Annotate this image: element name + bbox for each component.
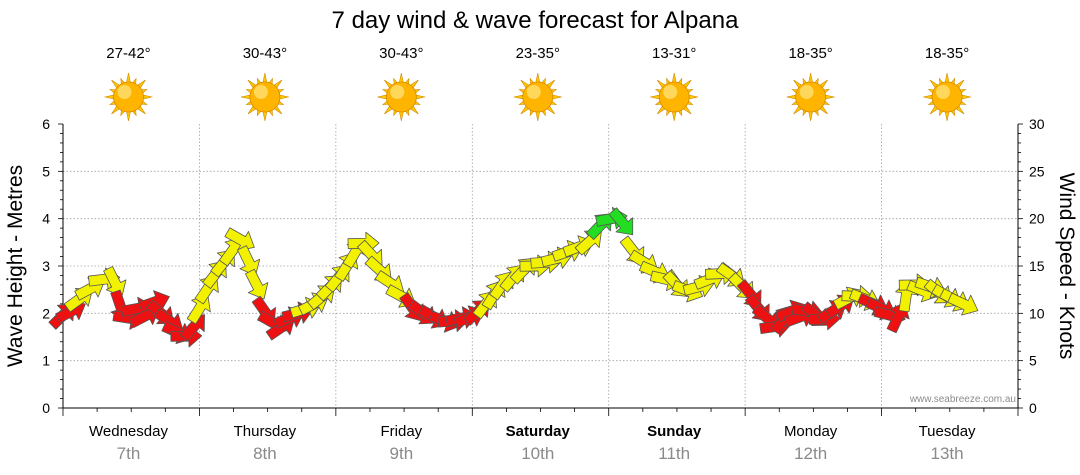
left-tick-label: 3: [42, 258, 50, 274]
watermark: www.seabreeze.com.au: [909, 394, 1016, 405]
day-name-label: Friday: [380, 423, 422, 440]
left-tick-label: 1: [42, 353, 50, 369]
temperature-label: 30-43°: [243, 45, 287, 62]
temperature-label: 18-35°: [925, 45, 969, 62]
right-tick-label: 0: [1029, 400, 1037, 416]
chart-title: 7 day wind & wave forecast for Alpana: [332, 7, 740, 34]
day-date-label: 12th: [794, 444, 827, 463]
sun-highlight: [526, 85, 541, 99]
sun-icon: [650, 72, 699, 122]
right-tick-label: 15: [1029, 258, 1045, 274]
wind-arrow: [245, 268, 269, 300]
sun-icon: [240, 72, 289, 122]
right-tick-label: 10: [1029, 305, 1045, 321]
sun-rays: [104, 72, 153, 122]
sun-icon: [377, 72, 426, 122]
day-labels: Wednesday 7th Thursday 8th Friday 9th Saturday…: [89, 423, 976, 463]
left-axis-ticks: 0 1 2 3 4 5 6: [42, 116, 50, 416]
left-tick-label: 4: [42, 211, 50, 227]
day-name-label: Sunday: [647, 423, 702, 440]
wind-arrow: [947, 292, 979, 316]
day-name-label: Tuesday: [919, 423, 976, 440]
sun-rays: [650, 72, 699, 122]
sun-rays: [240, 72, 289, 122]
day-date-label: 7th: [117, 444, 141, 463]
sun-highlight: [390, 85, 405, 99]
right-tick-label: 30: [1029, 116, 1045, 132]
sun-rays: [377, 72, 426, 122]
sun-highlight: [253, 85, 268, 99]
sun-rays: [786, 72, 835, 122]
day-name-label: Wednesday: [89, 423, 168, 440]
sun-rays: [922, 72, 972, 122]
day-name-label: Thursday: [234, 423, 297, 440]
left-tick-label: 0: [42, 400, 50, 416]
sun-highlight: [799, 85, 814, 99]
right-tick-label: 5: [1029, 353, 1037, 369]
y-axis-left-label: Wave Height - Metres: [4, 165, 27, 367]
temperature-label: 18-35°: [788, 45, 832, 62]
right-tick-label: 25: [1029, 163, 1045, 179]
wind-arrows: [48, 206, 979, 348]
sun-icon: [922, 72, 972, 122]
temperature-label: 27-42°: [106, 45, 150, 62]
left-tick-label: 5: [42, 163, 50, 179]
temperature-label: 13-31°: [652, 45, 696, 62]
day-name-label: Saturday: [506, 423, 571, 440]
left-tick-label: 2: [42, 305, 50, 321]
weather-row: 27-42° 30-43° 30-43° 23-35° 13-31° 18-35° 18-3…: [104, 45, 972, 122]
day-date-label: 10th: [521, 444, 554, 463]
day-date-label: 13th: [931, 444, 964, 463]
left-tick-label: 6: [42, 116, 50, 132]
sun-icon: [513, 72, 562, 122]
sun-highlight: [663, 85, 678, 99]
day-date-label: 8th: [253, 444, 277, 463]
day-name-label: Monday: [784, 423, 838, 440]
sun-icon: [104, 72, 153, 122]
axes: [58, 123, 1023, 416]
wind-arrow: [608, 207, 634, 236]
y-axis-right-label: Wind Speed - Knots: [1055, 173, 1078, 360]
sun-highlight: [117, 85, 132, 99]
temperature-label: 30-43°: [379, 45, 423, 62]
sun-highlight: [936, 85, 951, 99]
right-axis-ticks: 0 5 10 15 20 25 30: [1029, 116, 1045, 416]
sun-rays: [513, 72, 562, 122]
right-tick-label: 20: [1029, 211, 1045, 227]
day-date-label: 11th: [658, 444, 690, 463]
day-date-label: 9th: [390, 444, 414, 463]
sun-icon: [786, 72, 835, 122]
temperature-label: 23-35°: [516, 45, 560, 62]
